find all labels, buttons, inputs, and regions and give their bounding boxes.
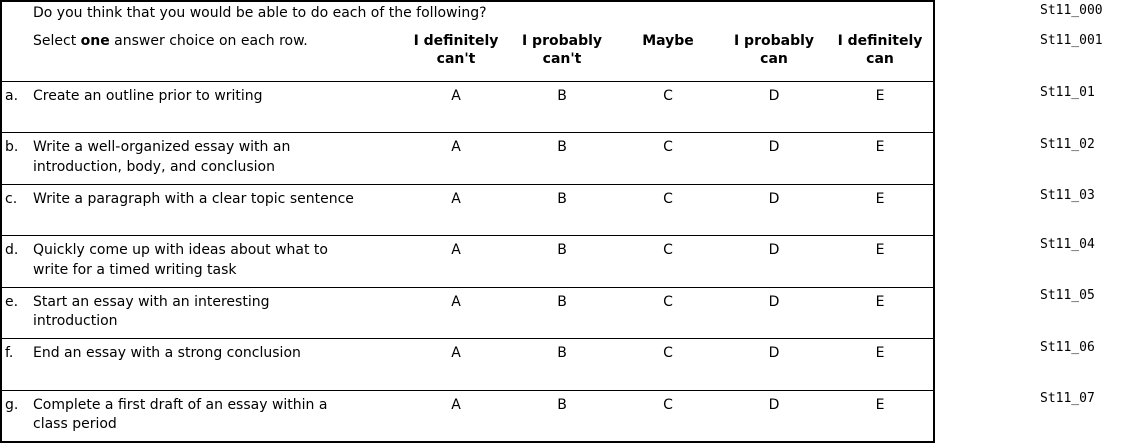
column-header-line2: can't: [542, 50, 582, 67]
choice-D[interactable]: D: [768, 293, 780, 310]
choice-C[interactable]: C: [663, 396, 673, 413]
choice-D[interactable]: D: [768, 139, 780, 156]
choice-D[interactable]: D: [768, 190, 780, 207]
choice-C[interactable]: C: [663, 139, 673, 156]
choice-A[interactable]: A: [451, 396, 461, 413]
instruction-text: Select one answer choice on each row.: [2, 33, 403, 68]
survey-row-d: d. Quickly come up with ideas about what…: [2, 235, 933, 286]
choice-E[interactable]: E: [875, 190, 885, 207]
row-choices: A B C D E: [403, 87, 933, 132]
choice-C[interactable]: C: [663, 293, 673, 310]
row-letter: a.: [5, 88, 19, 104]
survey-row-g: g. Complete a first draft of an essay wi…: [2, 389, 933, 441]
choice-B[interactable]: B: [557, 139, 567, 156]
row-choices: A B C D E: [403, 344, 933, 389]
choice-D[interactable]: D: [768, 396, 780, 413]
variable-label: St11_03: [1040, 188, 1095, 203]
column-header-line2: can't: [436, 50, 476, 67]
row-letter: d.: [5, 242, 19, 259]
row-statement: Write a well-organized essay with an int…: [33, 139, 291, 175]
instruction-bold: one: [80, 33, 110, 49]
variable-label: St11_05: [1040, 288, 1095, 303]
variable-label: St11_001: [1040, 33, 1103, 48]
column-header-line2: can: [866, 50, 894, 67]
column-header-line2: can: [760, 50, 788, 67]
row-choices: A B C D E: [403, 241, 933, 286]
choice-E[interactable]: E: [875, 345, 885, 362]
choice-A[interactable]: A: [451, 242, 461, 259]
choice-C[interactable]: C: [663, 242, 673, 259]
column-header-maybe: Maybe: [615, 33, 721, 68]
choice-C[interactable]: C: [663, 88, 673, 104]
choice-D[interactable]: D: [768, 88, 780, 104]
row-choices: A B C D E: [403, 293, 933, 338]
row-letter: c.: [5, 190, 18, 207]
choice-A[interactable]: A: [451, 345, 461, 362]
row-statement: Start an essay with an interesting intro…: [33, 293, 270, 330]
row-statement: Complete a first draft of an essay withi…: [33, 396, 328, 433]
choice-B[interactable]: B: [557, 242, 567, 259]
column-header-line1: I definitely: [837, 33, 923, 49]
row-choices: A B C D E: [403, 396, 933, 441]
survey-row-e: e. Start an essay with an interesting in…: [2, 286, 933, 338]
variable-label: St11_01: [1040, 85, 1095, 100]
choice-B[interactable]: B: [557, 345, 567, 362]
choice-D[interactable]: D: [768, 242, 780, 259]
row-choices: A B C D E: [403, 138, 933, 183]
choice-D[interactable]: D: [768, 345, 780, 362]
row-statement: Quickly come up with ideas about what to…: [33, 242, 328, 278]
table-body: a. Create an outline prior to writing A …: [2, 81, 933, 441]
choice-A[interactable]: A: [451, 293, 461, 310]
choice-A[interactable]: A: [451, 88, 461, 104]
choice-C[interactable]: C: [663, 190, 673, 207]
variable-label: St11_000: [1040, 3, 1103, 18]
choice-E[interactable]: E: [875, 242, 885, 259]
instruction-prefix: Select: [33, 33, 81, 49]
column-header-line1: I probably: [521, 33, 603, 49]
choice-E[interactable]: E: [875, 139, 885, 156]
column-header-line1: Maybe: [642, 33, 694, 49]
question-text: Do you think that you would be able to d…: [33, 5, 487, 21]
survey-question-table: Do you think that you would be able to d…: [0, 0, 935, 443]
column-header-probably-can: I probably can: [721, 33, 827, 68]
column-header-definitely-can: I definitely can: [827, 33, 933, 68]
choice-B[interactable]: B: [557, 293, 567, 310]
row-letter: g.: [5, 396, 19, 413]
column-header-line1: I definitely: [413, 33, 499, 49]
choice-C[interactable]: C: [663, 345, 673, 362]
survey-row-a: a. Create an outline prior to writing A …: [2, 81, 933, 132]
choice-headers: I definitely can't I probably can't Mayb…: [403, 33, 933, 68]
row-statement: Create an outline prior to writing: [33, 88, 263, 104]
row-choices: A B C D E: [403, 190, 933, 235]
row-letter: b.: [5, 139, 19, 156]
survey-row-b: b. Write a well-organized essay with an …: [2, 132, 933, 183]
variable-label: St11_06: [1040, 340, 1095, 355]
row-letter: e.: [5, 293, 19, 310]
table-header: Do you think that you would be able to d…: [2, 2, 933, 81]
column-header-definitely-cant: I definitely can't: [403, 33, 509, 68]
column-header-probably-cant: I probably can't: [509, 33, 615, 68]
choice-A[interactable]: A: [451, 139, 461, 156]
survey-row-c: c. Write a paragraph with a clear topic …: [2, 183, 933, 235]
choice-A[interactable]: A: [451, 190, 461, 207]
header-row: Select one answer choice on each row. I …: [2, 33, 933, 68]
choice-B[interactable]: B: [557, 88, 567, 104]
row-letter: f.: [5, 345, 14, 362]
instruction-suffix: answer choice on each row.: [109, 33, 308, 49]
survey-row-f: f. End an essay with a strong conclusion…: [2, 338, 933, 389]
variable-label: St11_02: [1040, 137, 1095, 152]
row-statement: Write a paragraph with a clear topic sen…: [33, 190, 354, 207]
choice-E[interactable]: E: [875, 88, 885, 104]
row-statement: End an essay with a strong conclusion: [33, 345, 301, 362]
choice-B[interactable]: B: [557, 190, 567, 207]
choice-E[interactable]: E: [875, 396, 885, 413]
choice-E[interactable]: E: [875, 293, 885, 310]
variable-label: St11_04: [1040, 237, 1095, 252]
column-header-line1: I probably: [733, 33, 815, 49]
choice-B[interactable]: B: [557, 396, 567, 413]
variable-label: St11_07: [1040, 391, 1095, 406]
